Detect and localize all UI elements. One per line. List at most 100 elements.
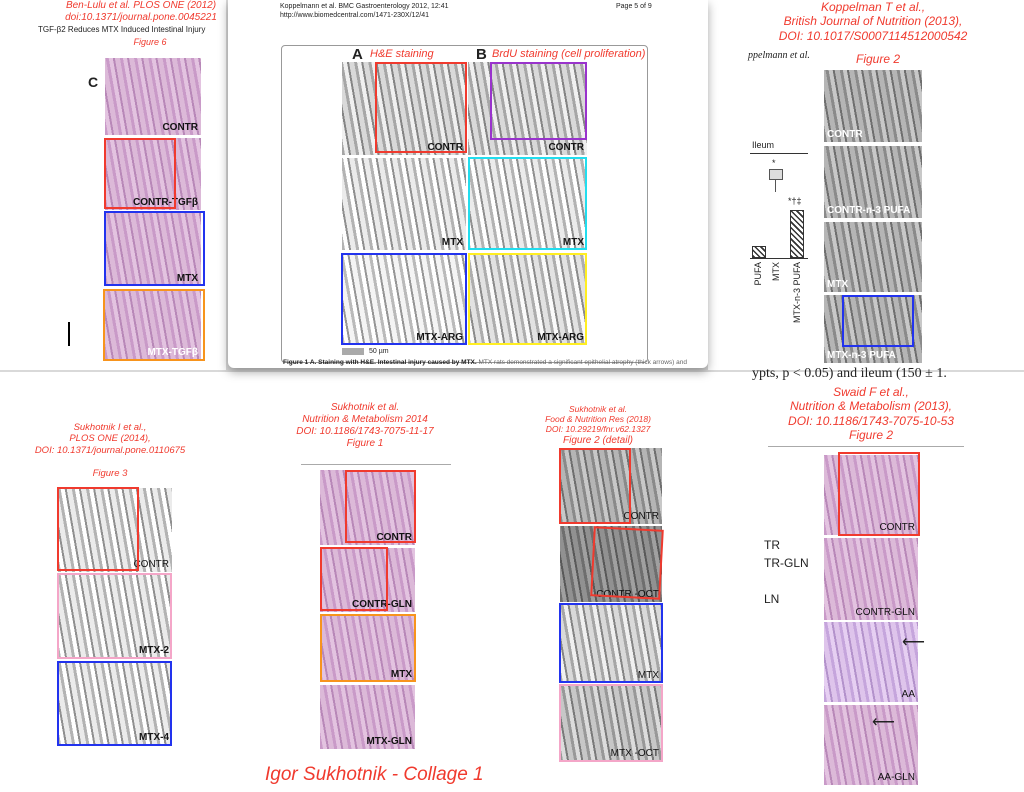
tile-label: MTX-4 <box>139 732 169 743</box>
tile-label: CONTR-TGFβ <box>133 197 198 208</box>
figure-koppelman-bjn: Koppelman T et al., British Journal of N… <box>708 0 1024 370</box>
figure-sukhotnik-plos: Sukhotnik I et al., PLOS ONE (2014), DOI… <box>0 372 215 792</box>
journal-header: Koppelmann et al. BMC Gastroenterology 2… <box>280 3 449 10</box>
histology-tile: MTX -OCT <box>560 685 662 761</box>
arrow-icon: ⟵ <box>902 634 925 651</box>
tile-label: CONTR <box>623 511 659 522</box>
tile-label: MTX <box>827 279 849 290</box>
chart-title: Ileum <box>752 140 775 150</box>
figure-swaid: ypts, p < 0.05) and ileum (150 ± 1. Swai… <box>706 366 1024 792</box>
tile-label: CONTR <box>162 122 198 133</box>
tile-label: MTX <box>562 237 584 248</box>
ref-line: Nutrition & Metabolism (2013), <box>789 399 953 414</box>
side-label: TR-GLN <box>764 556 809 570</box>
histology-tile: CONTR -OCT <box>560 526 662 602</box>
ref-line: DOI: 10.1186/1743-7075-11-17 <box>296 426 434 437</box>
ref-line: Koppelman T et al., <box>820 0 926 14</box>
tile-label: AA <box>901 689 915 700</box>
highlight-box <box>838 452 920 536</box>
tile-label: CONTR-n-3 PUFA <box>827 205 911 216</box>
panel-title: H&E staining <box>370 48 434 60</box>
tile-label: MTX-2 <box>139 645 169 656</box>
tile-label: CONTR <box>827 129 863 140</box>
box-plot <box>769 169 783 180</box>
tile-label: MTX-TGFβ <box>147 347 198 358</box>
ref-line: Ben-Lulu et al. PLOS ONE (2012) <box>65 0 217 11</box>
tile-label: CONTR -OCT <box>596 589 659 600</box>
figure-koppelmann-bmc: Koppelmann et al. BMC Gastroenterology 2… <box>228 0 708 368</box>
figure-label: Figure 1 <box>346 438 384 449</box>
histology-tile: CONTR <box>58 488 172 572</box>
highlight-box <box>57 487 139 571</box>
figure-label: Figure 3 <box>92 468 128 480</box>
ref-line: PLOS ONE (2014), <box>69 433 151 445</box>
x-label: MTX <box>771 262 781 281</box>
histology-tile: MTX <box>468 158 587 250</box>
ref-line: DOI: 10.29219/fnr.v62.1327 <box>545 424 651 435</box>
histology-tile: AA-GLN <box>824 705 918 785</box>
histology-tile: MTX-n-3 PUFA <box>824 295 922 363</box>
histology-tile: MTX-4 <box>58 662 172 745</box>
histology-tile: CONTR-TGFβ <box>105 138 201 210</box>
histology-tile: MTX-GLN <box>320 685 415 749</box>
x-axis <box>750 258 808 259</box>
panel-letter: A <box>352 46 363 63</box>
tile-label: AA-GLN <box>877 772 915 783</box>
collage-title: Igor Sukhotnik - Collage 1 <box>265 764 484 785</box>
figure-label: Figure 2 <box>848 428 894 443</box>
x-label: PUFA <box>753 262 763 286</box>
tile-label: MTX <box>176 273 198 284</box>
divider <box>301 464 451 465</box>
highlight-box <box>559 603 663 683</box>
tile-label: CONTR <box>376 532 412 543</box>
scale-bar <box>342 348 364 355</box>
highlight-box <box>345 470 416 543</box>
side-label: TR <box>764 538 780 552</box>
tile-label: CONTR <box>133 559 169 570</box>
tile-label: MTX <box>637 670 659 681</box>
ref-line: British Journal of Nutrition (2013), <box>783 14 963 29</box>
highlight-box <box>341 253 467 345</box>
tile-label: CONTR-GLN <box>352 599 412 610</box>
histology-tile: AA <box>824 622 918 702</box>
panel-title: BrdU staining (cell proliferation) <box>492 48 646 60</box>
histology-tile: MTX-ARG <box>468 253 587 345</box>
sig-mark: *†‡ <box>788 196 802 206</box>
histology-tile: CONTR <box>342 62 466 155</box>
histology-tile: MTX <box>824 222 922 292</box>
highlight-box <box>559 684 663 762</box>
figure-sukhotnik-nm2014: Sukhotnik et al. Nutrition & Metabolism … <box>215 372 458 792</box>
bar <box>790 210 804 258</box>
ref-line: DOI: 10.1371/journal.pone.0110675 <box>34 444 186 456</box>
ref-line: Nutrition & Metabolism 2014 <box>302 414 428 425</box>
highlight-box <box>842 295 914 347</box>
histology-tile: MTX <box>105 212 201 286</box>
panel-letter: C <box>88 74 99 90</box>
figure-frame <box>281 45 648 363</box>
tile-label: CONTR <box>427 142 463 153</box>
highlight-box <box>320 614 416 682</box>
histology-tile: CONTR-n-3 PUFA <box>824 146 922 218</box>
ref-line: Sukhotnik I et al., <box>73 422 147 433</box>
scale-bar <box>68 322 70 346</box>
highlight-box <box>490 62 587 140</box>
highlight-box <box>559 448 631 524</box>
tile-label: CONTR-GLN <box>855 607 915 618</box>
figure-title: TGF-β2 Reduces MTX Induced Intestinal In… <box>38 25 206 34</box>
histology-tile: CONTR <box>824 70 922 142</box>
highlight-box <box>375 62 467 153</box>
histology-tile: MTX <box>560 603 662 683</box>
divider <box>768 446 964 447</box>
ref-line: doi:10.1371/journal.pone.0045221 <box>65 12 217 23</box>
x-label: MTX-n-3 PUFA <box>792 262 802 324</box>
tile-label: MTX-ARG <box>416 332 463 343</box>
sig-mark: * <box>772 158 776 168</box>
chart-bracket <box>750 153 808 154</box>
page-number: Page 5 of 9 <box>616 3 652 10</box>
histology-tile: CONTR <box>560 448 662 524</box>
tile-label: MTX-ARG <box>537 332 584 343</box>
figure-sukhotnik-fnr: Sukhotnik et al. Food & Nutrition Res (2… <box>458 372 706 792</box>
histology-tile: MTX-2 <box>58 574 172 658</box>
highlight-box <box>104 211 205 286</box>
highlight-box <box>468 157 587 250</box>
